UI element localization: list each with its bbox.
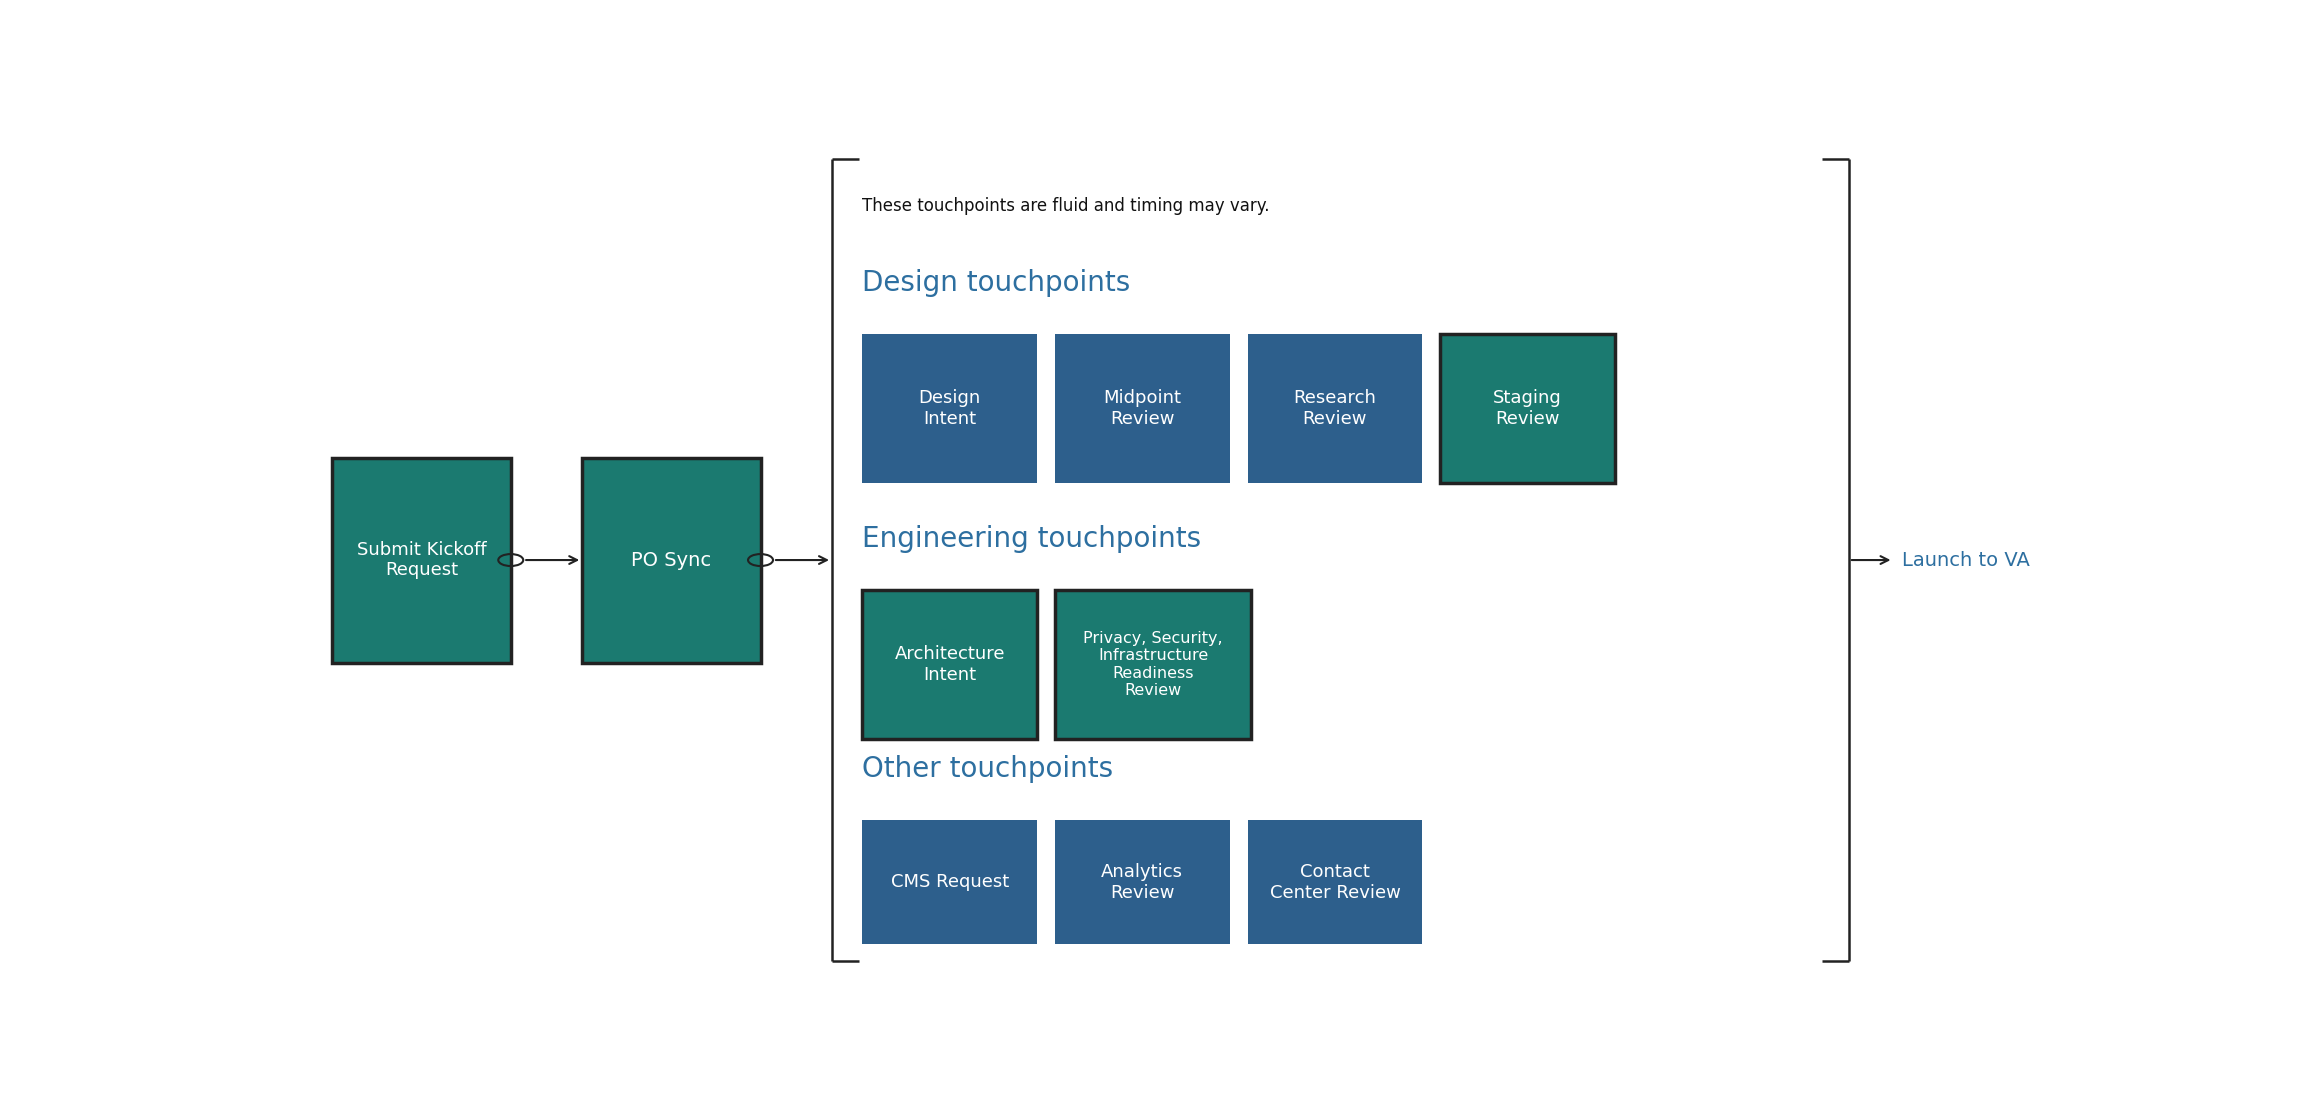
Text: Design
Intent: Design Intent	[918, 389, 981, 428]
FancyBboxPatch shape	[863, 821, 1038, 945]
FancyBboxPatch shape	[582, 458, 760, 662]
Text: Architecture
Intent: Architecture Intent	[895, 645, 1006, 684]
Text: Staging
Review: Staging Review	[1494, 389, 1563, 428]
FancyBboxPatch shape	[1054, 590, 1252, 740]
Text: Launch to VA: Launch to VA	[1901, 550, 2030, 570]
Text: Research
Review: Research Review	[1294, 389, 1377, 428]
FancyBboxPatch shape	[331, 458, 511, 662]
FancyBboxPatch shape	[863, 590, 1038, 740]
Text: Analytics
Review: Analytics Review	[1100, 863, 1183, 902]
FancyBboxPatch shape	[1248, 334, 1423, 484]
Text: Submit Kickoff
Request: Submit Kickoff Request	[357, 541, 486, 579]
Text: These touchpoints are fluid and timing may vary.: These touchpoints are fluid and timing m…	[863, 196, 1271, 215]
Text: Engineering touchpoints: Engineering touchpoints	[863, 525, 1202, 552]
FancyBboxPatch shape	[1248, 821, 1423, 945]
Text: Privacy, Security,
Infrastructure
Readiness
Review: Privacy, Security, Infrastructure Readin…	[1084, 631, 1222, 699]
FancyBboxPatch shape	[1054, 821, 1229, 945]
Text: Other touchpoints: Other touchpoints	[863, 755, 1114, 783]
Text: Design touchpoints: Design touchpoints	[863, 268, 1130, 296]
Text: Contact
Center Review: Contact Center Review	[1268, 863, 1400, 902]
Text: Midpoint
Review: Midpoint Review	[1103, 389, 1181, 428]
FancyBboxPatch shape	[863, 334, 1038, 484]
FancyBboxPatch shape	[1441, 334, 1616, 484]
Text: CMS Request: CMS Request	[891, 874, 1008, 892]
FancyBboxPatch shape	[1054, 334, 1229, 484]
Text: PO Sync: PO Sync	[631, 550, 711, 570]
